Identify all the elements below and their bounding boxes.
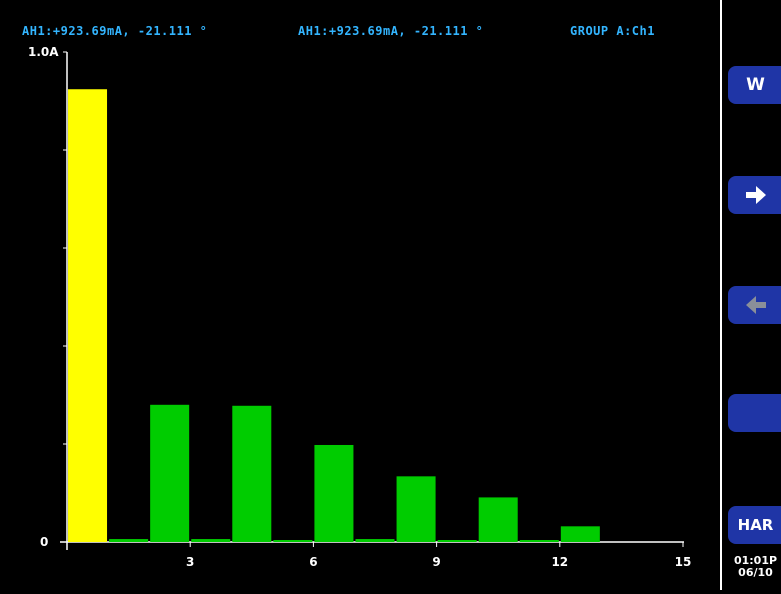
- harmonic-bar-9: [396, 476, 436, 542]
- next-softkey[interactable]: [728, 176, 781, 214]
- har-softkey[interactable]: HAR: [728, 506, 781, 544]
- y-top-label: 1.0A: [28, 45, 59, 59]
- harmonic-bar-12: [519, 540, 559, 542]
- x-tick-label-9: 9: [432, 555, 440, 569]
- y-ticks: [63, 51, 67, 445]
- harmonic-bar-13: [560, 526, 600, 542]
- harmonic-bar-1: [68, 89, 108, 543]
- harmonic-bar-3: [150, 404, 190, 542]
- chart-svg: 1.0A 0 3 6 9 12 15: [28, 45, 691, 569]
- harmonic-bar-6: [273, 540, 313, 542]
- x-tick-label-15: 15: [675, 555, 692, 569]
- blank-softkey[interactable]: [728, 394, 781, 432]
- har-softkey-label: HAR: [737, 516, 774, 534]
- x-tick-label-6: 6: [309, 555, 317, 569]
- harmonic-bar-8: [355, 539, 395, 542]
- prev-softkey[interactable]: [728, 286, 781, 324]
- x-tick-label-3: 3: [186, 555, 194, 569]
- x-ticks: 3 6 9 12 15: [186, 542, 691, 569]
- arrow-right-icon: [745, 186, 766, 204]
- cursor-readout-1: AH1:+923.69mA, -21.111 °: [22, 24, 208, 38]
- harmonic-bar-chart: 1.0A 0 3 6 9 12 15: [0, 40, 720, 590]
- harmonic-bar-4: [191, 539, 231, 542]
- harmonic-bar-7: [314, 444, 354, 542]
- harmonic-bar-2: [109, 539, 149, 542]
- cursor-readout-2: AH1:+923.69mA, -21.111 °: [298, 24, 484, 38]
- y-zero-label: 0: [40, 535, 48, 549]
- group-channel-label: GROUP A:Ch1: [570, 24, 655, 38]
- clock-date: 06/10: [738, 566, 773, 579]
- clock: 01:01P 06/10: [728, 555, 781, 579]
- harmonic-bar-5: [232, 405, 272, 542]
- w-softkey[interactable]: W: [728, 66, 781, 104]
- x-tick-label-12: 12: [551, 555, 568, 569]
- readout-header: AH1:+923.69mA, -21.111 ° AH1:+923.69mA, …: [0, 0, 720, 42]
- clock-time: 01:01P: [733, 554, 778, 567]
- arrow-left-icon: [745, 296, 766, 314]
- harmonic-bar-11: [478, 497, 518, 542]
- bars-group: [68, 89, 600, 543]
- w-softkey-label: W: [746, 75, 765, 95]
- harmonic-bar-10: [437, 540, 477, 542]
- softkey-panel: W HAR 01:01P 06/10: [720, 0, 781, 590]
